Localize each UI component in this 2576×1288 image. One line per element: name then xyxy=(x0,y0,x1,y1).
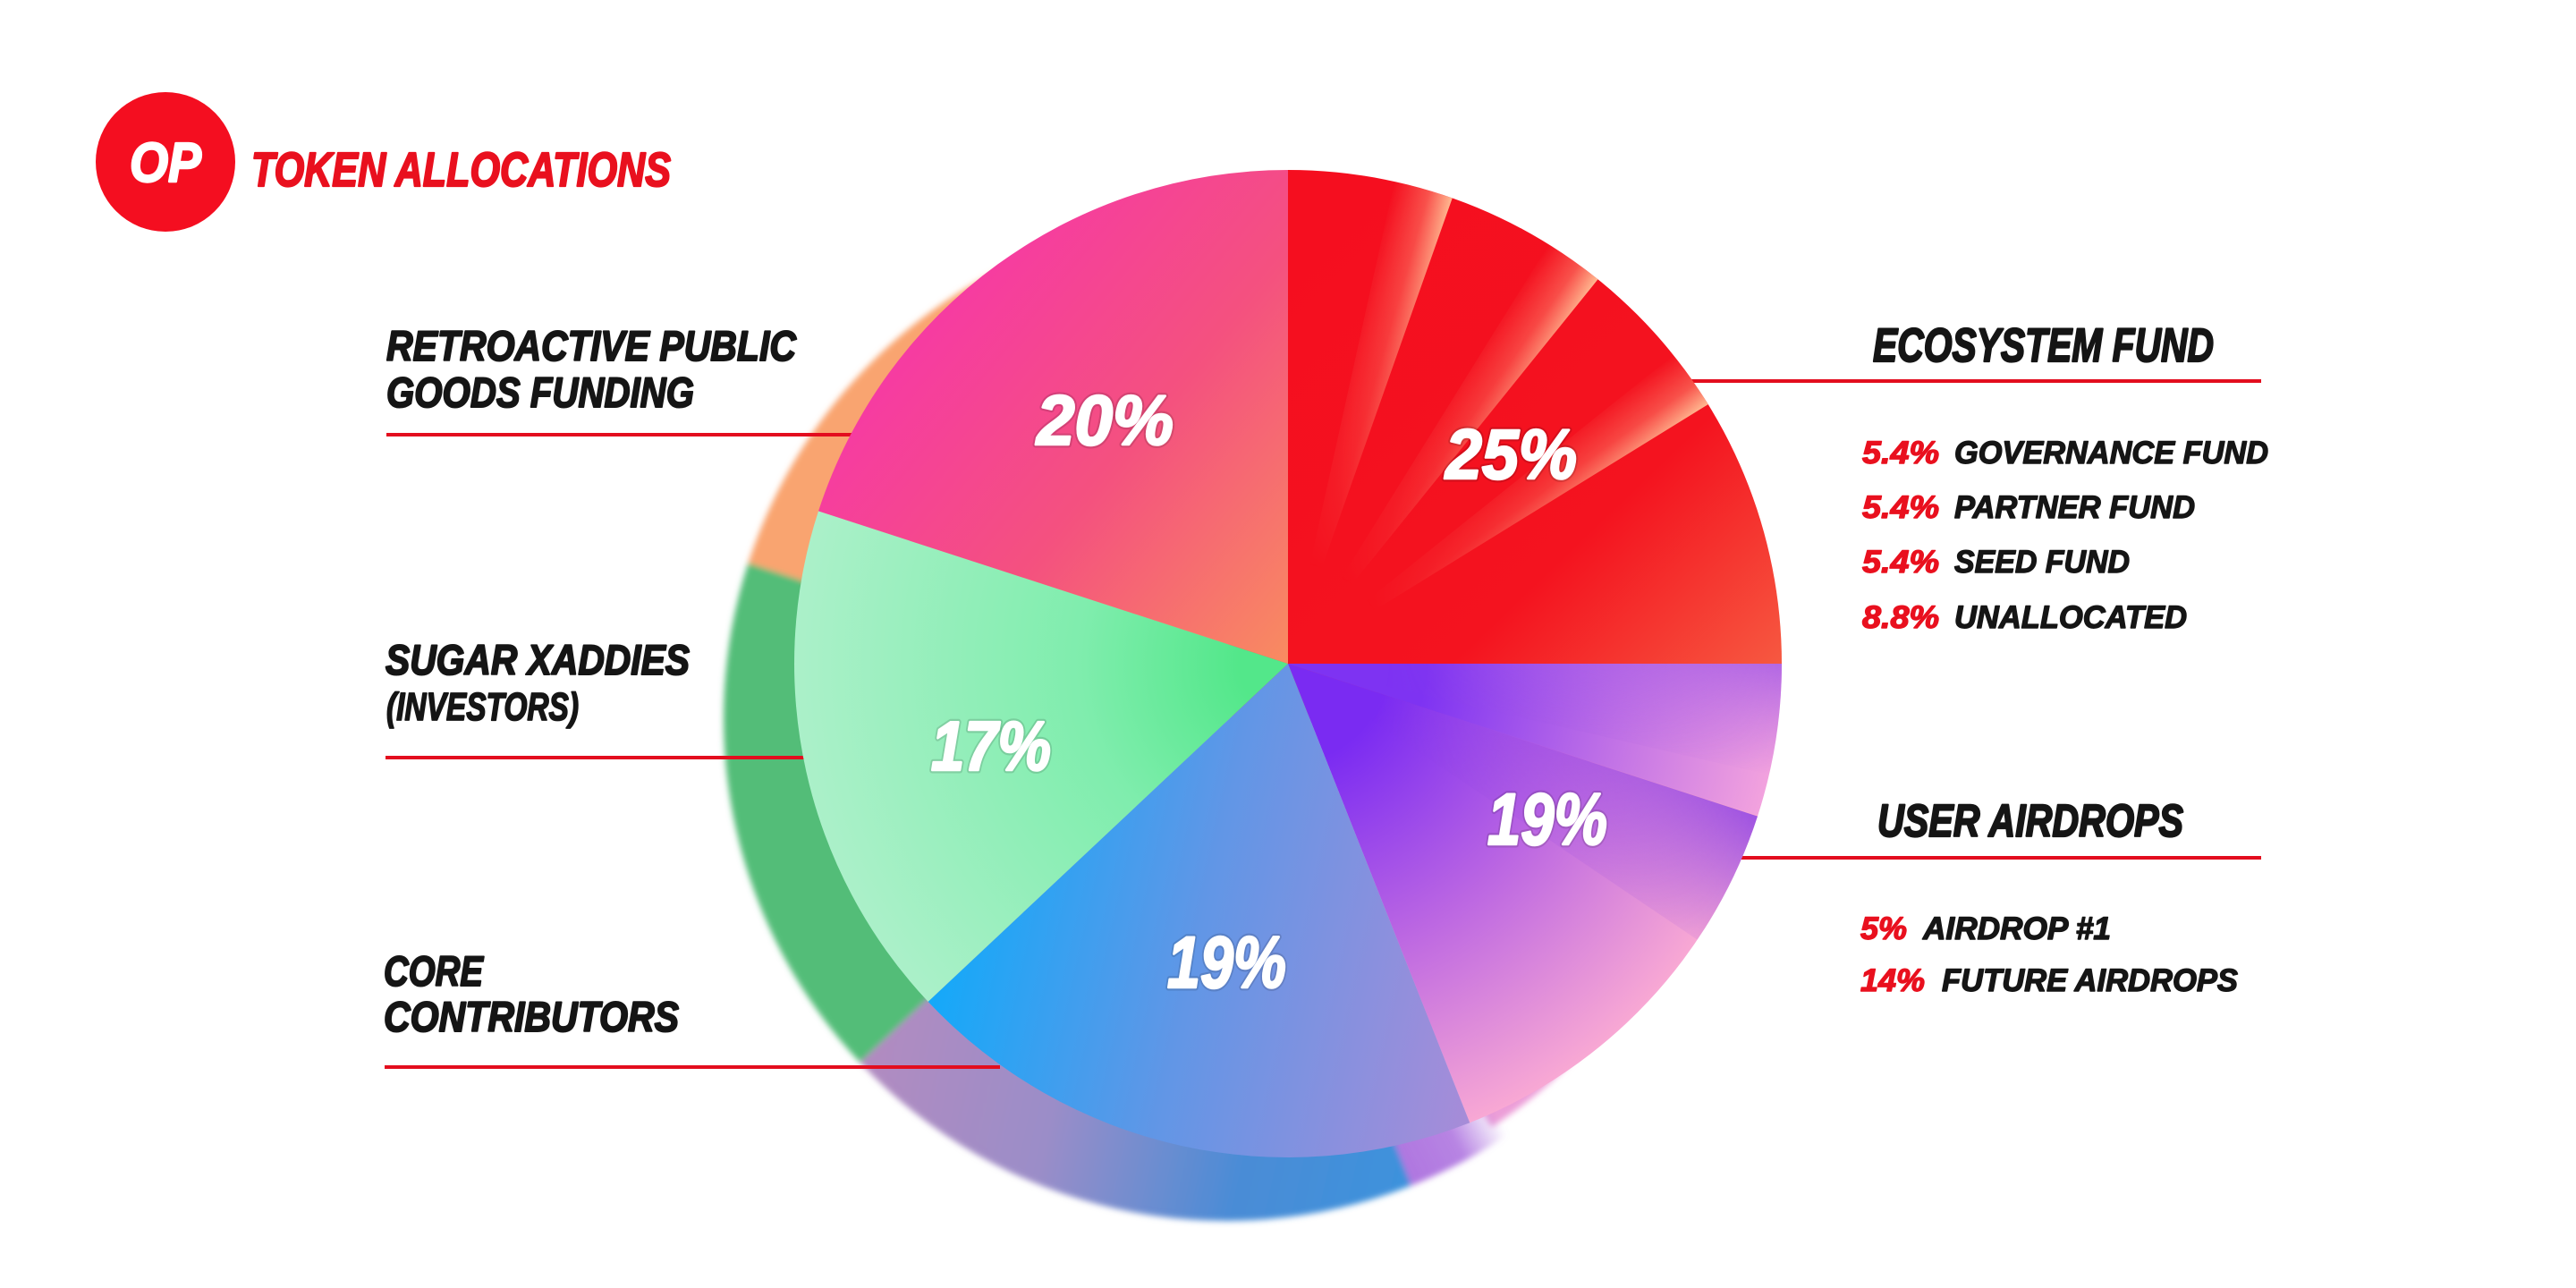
svg-text:CONTRIBUTORS: CONTRIBUTORS xyxy=(384,993,679,1040)
svg-text:25%: 25% xyxy=(1444,414,1577,494)
svg-text:GOVERNANCE FUND: GOVERNANCE FUND xyxy=(1954,436,2268,470)
svg-text:OP: OP xyxy=(130,132,202,194)
svg-text:TOKEN ALLOCATIONS: TOKEN ALLOCATIONS xyxy=(251,143,671,197)
svg-text:FUTURE AIRDROPS: FUTURE AIRDROPS xyxy=(1942,963,2238,998)
svg-text:RETROACTIVE PUBLIC: RETROACTIVE PUBLIC xyxy=(386,322,797,369)
svg-text:USER AIRDROPS: USER AIRDROPS xyxy=(1877,795,2183,846)
svg-text:ECOSYSTEM FUND: ECOSYSTEM FUND xyxy=(1873,319,2214,372)
svg-text:CORE: CORE xyxy=(384,947,484,995)
svg-text:8.8%: 8.8% xyxy=(1862,600,1939,635)
svg-text:5.4%: 5.4% xyxy=(1862,436,1939,470)
svg-text:(INVESTORS): (INVESTORS) xyxy=(386,685,579,729)
svg-text:5.4%: 5.4% xyxy=(1862,545,1939,580)
svg-text:5%: 5% xyxy=(1860,911,1907,946)
svg-text:AIRDROP #1: AIRDROP #1 xyxy=(1922,911,2111,946)
svg-text:UNALLOCATED: UNALLOCATED xyxy=(1954,600,2187,635)
svg-text:19%: 19% xyxy=(1487,779,1607,860)
svg-text:19%: 19% xyxy=(1167,922,1286,1004)
svg-text:SEED FUND: SEED FUND xyxy=(1954,545,2130,580)
svg-text:17%: 17% xyxy=(931,707,1051,785)
svg-text:20%: 20% xyxy=(1035,380,1174,460)
svg-text:25%: 25% xyxy=(1444,414,1577,494)
svg-text:19%: 19% xyxy=(1167,922,1286,1004)
svg-text:5.4%: 5.4% xyxy=(1862,490,1939,525)
svg-text:17%: 17% xyxy=(931,707,1051,785)
svg-text:19%: 19% xyxy=(1487,779,1607,860)
svg-text:PARTNER FUND: PARTNER FUND xyxy=(1954,490,2195,525)
svg-text:SUGAR XADDIES: SUGAR XADDIES xyxy=(386,636,690,683)
svg-text:GOODS FUNDING: GOODS FUNDING xyxy=(386,369,694,416)
svg-text:14%: 14% xyxy=(1860,963,1925,998)
svg-text:20%: 20% xyxy=(1035,380,1174,460)
